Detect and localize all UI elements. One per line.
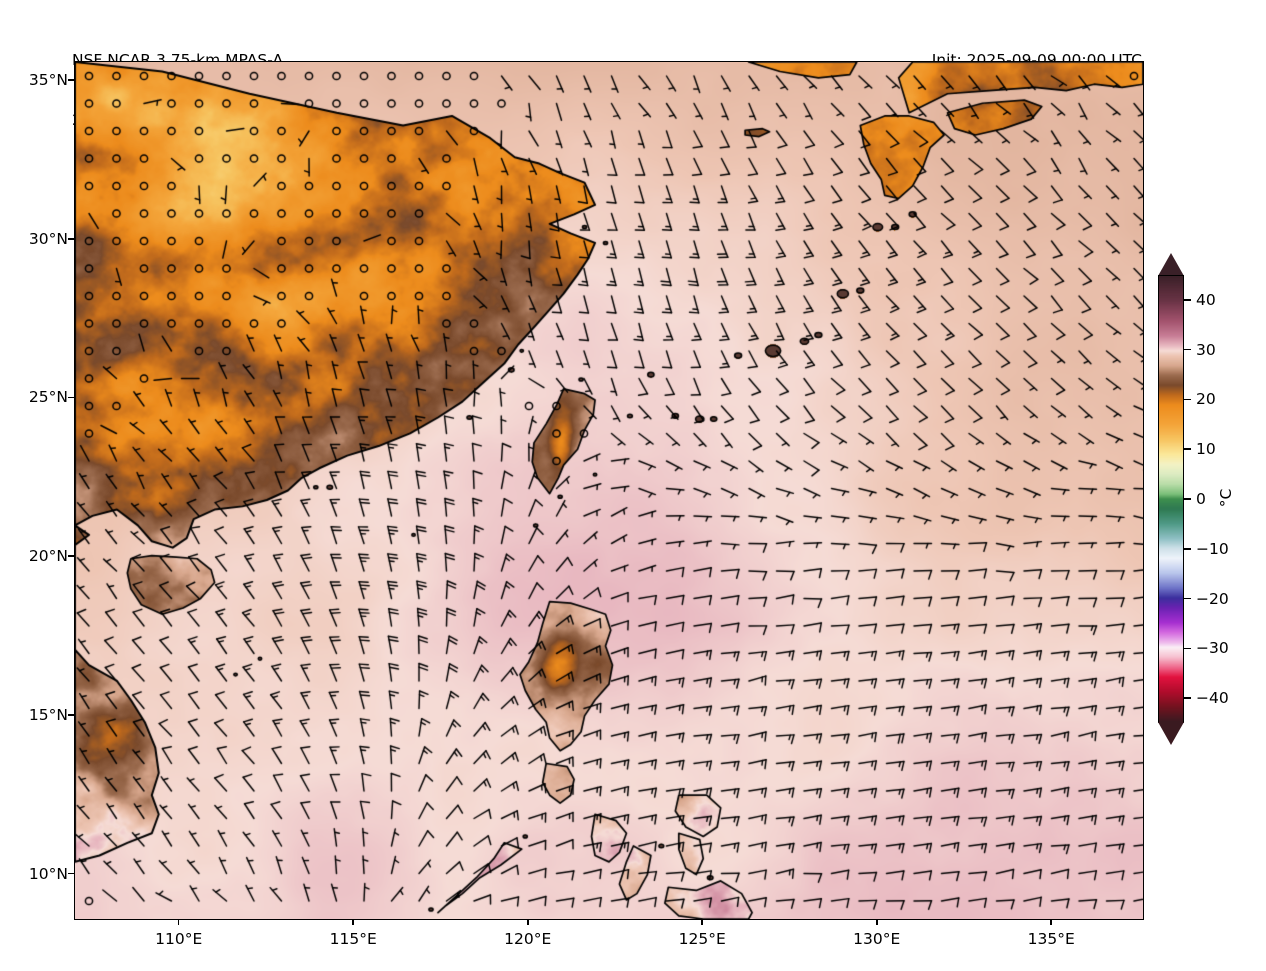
y-tick-label: 30°N [28, 229, 68, 248]
map-axes [74, 61, 1144, 920]
colorbar-tick-label: −40 [1196, 689, 1229, 708]
colorbar-tick-label: 20 [1196, 390, 1216, 409]
colorbar-tick-mark [1184, 498, 1191, 500]
y-tick-mark [68, 555, 74, 557]
y-tick-mark [68, 872, 74, 875]
colorbar-tick-label: −20 [1196, 589, 1229, 608]
x-tick-mark [526, 919, 529, 925]
colorbar-extend-min-arrow [1158, 722, 1184, 745]
colorbar-gradient [1159, 276, 1183, 722]
x-tick-mark [1050, 919, 1053, 925]
colorbar-tick-label: −10 [1196, 539, 1229, 558]
y-tick-label: 35°N [28, 71, 68, 90]
x-tick-mark [875, 919, 878, 925]
colorbar: 40 30 20 10 0 −10 −20 −30 −40 [1158, 253, 1229, 745]
y-tick-mark [68, 714, 74, 716]
colorbar-tick-label: 10 [1196, 440, 1216, 459]
y-tick-label: 25°N [28, 388, 68, 407]
x-tick-mark [352, 919, 354, 925]
x-tick-label: 125°E [678, 930, 726, 948]
colorbar-tick-mark [1184, 348, 1191, 351]
colorbar-extend-max-arrow [1158, 253, 1184, 276]
colorbar-tick-mark [1184, 548, 1191, 550]
colorbar-tick-mark [1184, 398, 1191, 401]
colorbar-tick-mark [1184, 697, 1191, 699]
temperature-wind-map [75, 62, 1143, 919]
y-tick-label: 10°N [28, 864, 68, 883]
colorbar-tick-label: 0 [1196, 490, 1206, 508]
colorbar-tick-mark [1184, 647, 1191, 650]
y-tick-mark [68, 237, 74, 240]
colorbar-tick-label: 30 [1196, 340, 1216, 359]
y-tick-label: 20°N [28, 547, 68, 566]
x-tick-label: 115°E [329, 930, 377, 948]
x-tick-label: 130°E [853, 930, 901, 948]
colorbar-tick-mark [1184, 299, 1191, 301]
colorbar-tick-mark [1184, 448, 1191, 450]
x-tick-label: 110°E [155, 930, 203, 948]
colorbar-tick-label: −30 [1196, 639, 1229, 658]
colorbar-tick-mark [1184, 597, 1191, 600]
colorbar-tick-label: 40 [1196, 290, 1216, 309]
y-tick-mark [68, 396, 74, 399]
colorbar-body [1158, 275, 1184, 723]
x-tick-label: 120°E [504, 930, 552, 948]
y-tick-mark [68, 79, 74, 81]
colorbar-unit-label: °C [1217, 488, 1235, 508]
x-tick-label: 135°E [1027, 930, 1075, 948]
y-tick-label: 15°N [28, 705, 68, 724]
x-tick-mark [177, 919, 180, 925]
x-tick-mark [701, 919, 704, 925]
